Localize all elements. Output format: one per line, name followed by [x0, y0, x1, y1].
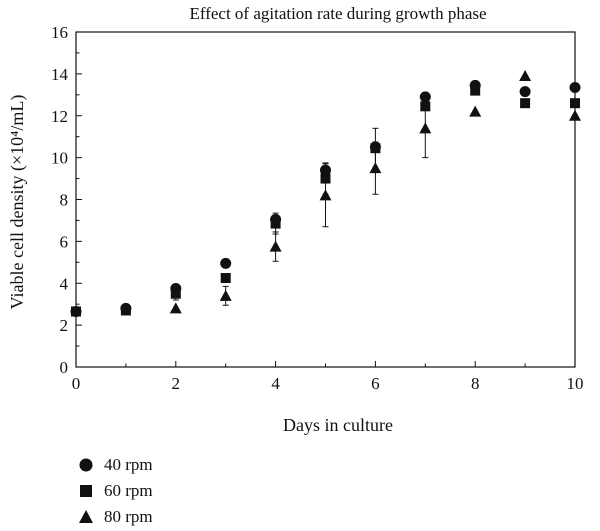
- y-tick-label: 16: [51, 23, 68, 42]
- data-point-square: [370, 143, 381, 154]
- data-point-square: [520, 98, 531, 109]
- data-point-circle: [320, 164, 331, 176]
- data-point-square: [71, 306, 81, 317]
- data-point-circle: [419, 91, 431, 103]
- data-point-square: [470, 85, 481, 96]
- data-point-square: [570, 98, 580, 109]
- x-tick-label: 4: [271, 374, 280, 393]
- x-tick-label: 8: [471, 374, 480, 393]
- x-tick-label: 2: [172, 374, 181, 393]
- legend-item-60rpm: 60 rpm: [76, 478, 153, 504]
- y-tick-label: 6: [60, 232, 69, 251]
- y-tick-label: 4: [60, 274, 69, 293]
- data-point-square: [320, 173, 331, 184]
- y-tick-label: 10: [51, 149, 68, 168]
- data-point-square: [270, 218, 281, 229]
- triangle-marker-icon: [79, 510, 93, 523]
- data-marks: [70, 69, 581, 318]
- data-point-triangle: [319, 189, 332, 201]
- data-point-circle: [519, 86, 531, 98]
- data-point-square: [170, 288, 181, 299]
- data-point-square: [220, 273, 231, 284]
- circle-marker-icon: [79, 458, 93, 472]
- y-tick-label: 12: [51, 107, 68, 126]
- data-point-triangle: [469, 105, 482, 117]
- legend-label: 40 rpm: [104, 455, 153, 474]
- data-point-square: [420, 101, 431, 112]
- x-tick-label: 0: [72, 374, 81, 393]
- legend: 40 rpm 60 rpm 80 rpm: [76, 452, 153, 530]
- x-axis-label: Days in culture: [283, 415, 393, 435]
- legend-item-40rpm: 40 rpm: [76, 452, 153, 478]
- x-tick-label: 10: [567, 374, 584, 393]
- data-point-circle: [569, 81, 581, 93]
- data-point-triangle: [369, 162, 382, 174]
- legend-item-80rpm: 80 rpm: [76, 504, 153, 530]
- data-point-circle: [220, 257, 232, 269]
- data-point-square: [120, 305, 131, 316]
- data-point-triangle: [169, 302, 182, 314]
- square-marker-icon: [80, 485, 92, 497]
- data-point-triangle: [569, 109, 581, 121]
- legend-label: 60 rpm: [104, 481, 153, 500]
- y-tick-label: 8: [60, 191, 69, 210]
- y-axis-label: Viable cell density (×10⁴/mL): [7, 95, 28, 310]
- chart-title: Effect of agitation rate during growth p…: [189, 4, 486, 23]
- y-tick-label: 2: [60, 316, 69, 335]
- axes: 0 2 4 6 8 10 0 2 4 6 8 10 12 14 16: [51, 23, 584, 393]
- data-point-triangle: [519, 69, 532, 81]
- data-point-triangle: [419, 122, 432, 134]
- data-point-triangle: [269, 240, 282, 252]
- data-point-triangle: [219, 289, 232, 301]
- legend-label: 80 rpm: [104, 507, 153, 526]
- x-tick-label: 6: [371, 374, 380, 393]
- y-tick-label: 0: [60, 358, 69, 377]
- y-tick-label: 14: [51, 65, 69, 84]
